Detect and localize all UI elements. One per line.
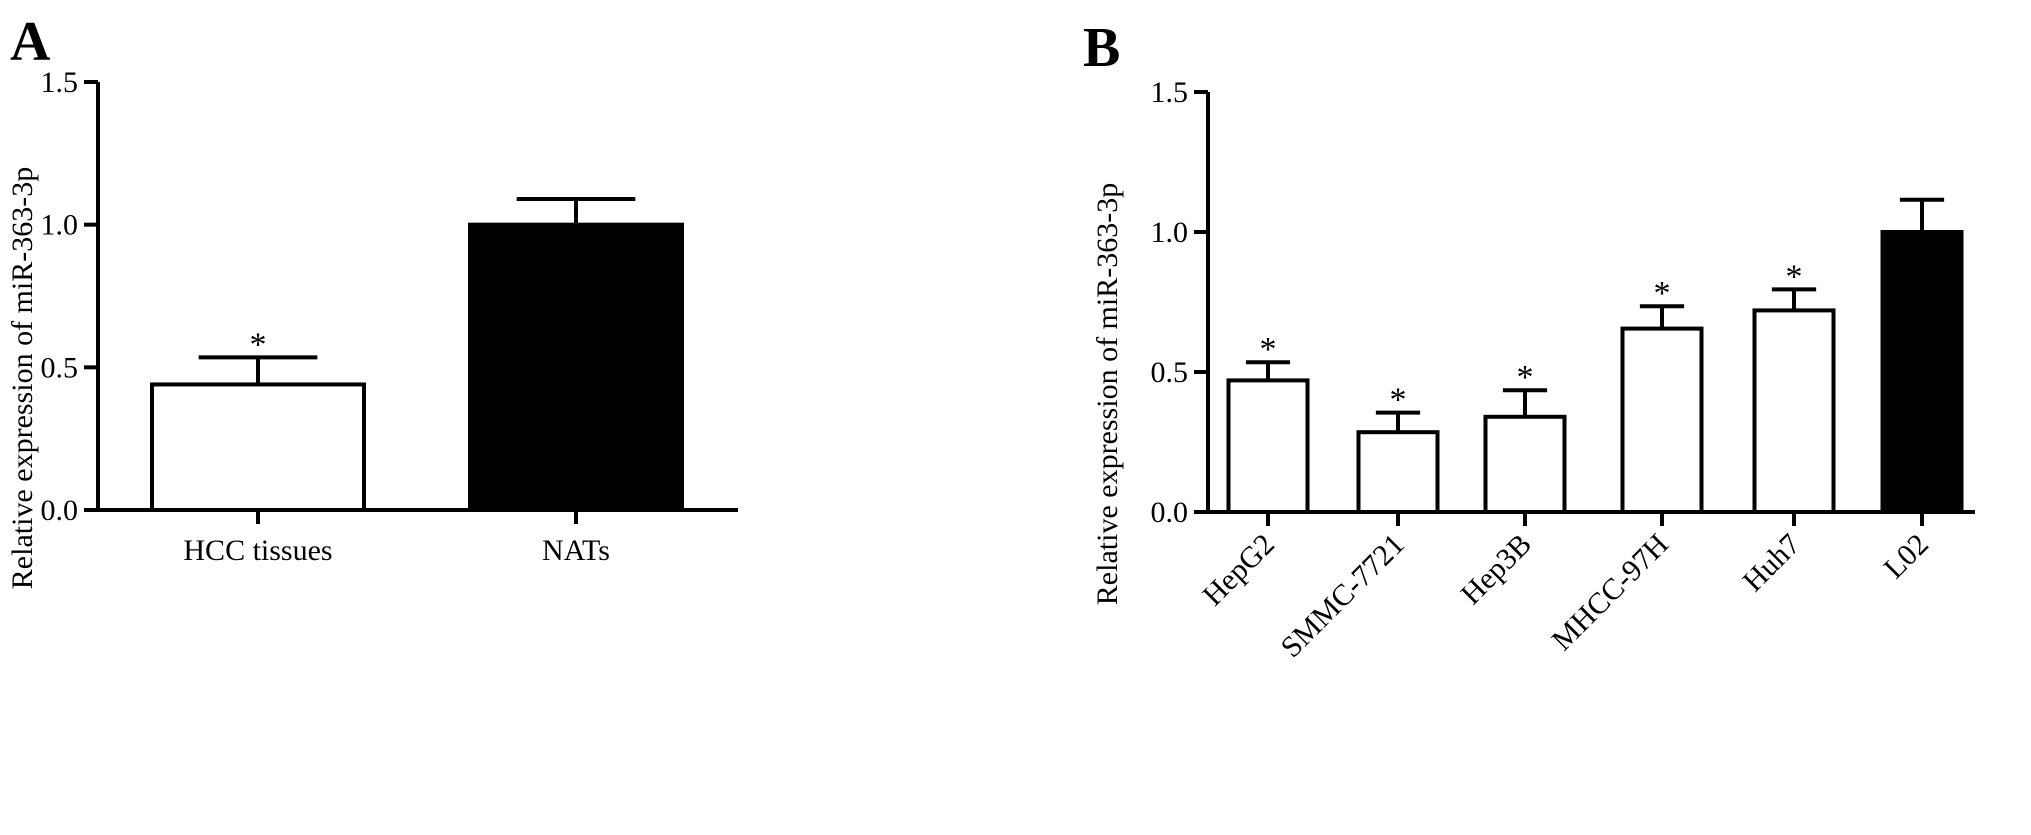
bar-a bbox=[468, 222, 684, 513]
significance-marker-a: * bbox=[250, 326, 267, 363]
category-label-b: SMMC-7721 bbox=[1274, 528, 1411, 665]
significance-marker-b: * bbox=[1517, 359, 1534, 396]
y-tick-label-a: 1.0 bbox=[41, 209, 79, 242]
bar-b bbox=[1880, 230, 1964, 514]
category-label-b: HepG2 bbox=[1196, 528, 1281, 613]
significance-marker-b: * bbox=[1260, 331, 1277, 368]
category-label-b: Hep3B bbox=[1455, 528, 1538, 611]
category-label-b: L02 bbox=[1877, 528, 1935, 586]
panel-b: B Relative expression of miR-363-3p 0.0 0… bbox=[1083, 17, 1975, 664]
y-tick-label-b: 1.0 bbox=[1151, 216, 1189, 249]
significance-marker-b: * bbox=[1786, 258, 1803, 295]
category-label-a: HCC tissues bbox=[183, 534, 332, 567]
category-label-b: MHCC-97H bbox=[1546, 528, 1675, 657]
panel-label-b: B bbox=[1083, 17, 1120, 79]
bar-b bbox=[1356, 430, 1440, 515]
panel-label-a: A bbox=[10, 11, 51, 73]
y-axis-title-b: Relative expression of miR-363-3p bbox=[1091, 183, 1124, 605]
panel-a: A Relative expression of miR-363-3p 0.0 0… bbox=[6, 11, 738, 589]
y-tick-label-a: 0.5 bbox=[41, 351, 79, 384]
y-axis-title-a: Relative expression of miR-363-3p bbox=[6, 167, 39, 589]
y-tick-label-b: 0.5 bbox=[1151, 356, 1189, 389]
y-tick-label-b: 1.5 bbox=[1151, 76, 1189, 109]
significance-marker-b: * bbox=[1390, 382, 1407, 419]
y-tick-label-b: 0.0 bbox=[1151, 496, 1189, 529]
category-label-a: NATs bbox=[542, 534, 610, 567]
y-tick-label-a: 0.0 bbox=[41, 494, 79, 527]
bar-a bbox=[150, 382, 366, 513]
bar-b bbox=[1483, 414, 1567, 514]
y-tick-label-a: 1.5 bbox=[41, 66, 79, 99]
bar-b bbox=[1752, 308, 1836, 514]
significance-marker-b: * bbox=[1654, 275, 1671, 312]
category-label-b: Huh7 bbox=[1736, 528, 1806, 598]
bar-b bbox=[1226, 378, 1310, 514]
bar-b bbox=[1620, 326, 1704, 514]
